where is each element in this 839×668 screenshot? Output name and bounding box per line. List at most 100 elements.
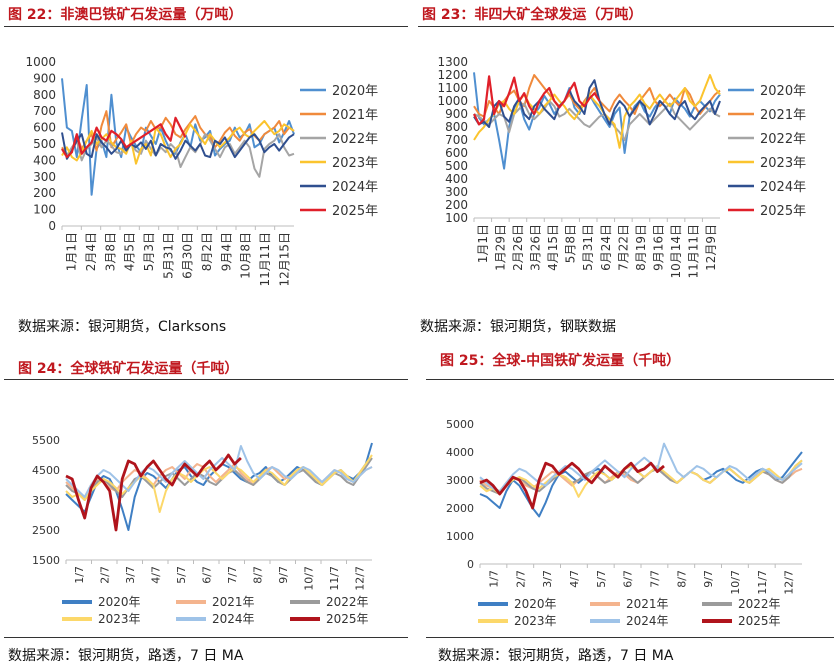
y-axis: 1002003004005006007008009001000110012001… <box>437 55 468 225</box>
x-tick-label: 10/7 <box>302 566 315 591</box>
x-tick-label: 6月24日 <box>599 224 613 271</box>
legend-label: 2021年 <box>626 597 669 611</box>
y-tick-label: 5500 <box>32 434 60 447</box>
legend-label: 2022年 <box>326 595 369 609</box>
legend-label: 2023年 <box>760 156 806 171</box>
x-tick-label: 11/7 <box>328 566 341 591</box>
x-tick-label: 2月4日 <box>84 232 98 271</box>
x-tick-label: 8/7 <box>675 570 688 588</box>
x-tick-label: 1月1日 <box>65 232 79 271</box>
legend: 2020年 2021年 2022年 2023年 2024年 2025年 <box>728 84 806 219</box>
legend-label: 2025年 <box>760 204 806 219</box>
legend-label: 2025年 <box>332 204 378 219</box>
y-tick-label: 1000 <box>437 94 468 108</box>
x-tick-label: 4/7 <box>149 566 162 584</box>
legend-label: 2021年 <box>212 595 255 609</box>
x-tick-label: 11/7 <box>756 570 769 595</box>
legend-label: 2025年 <box>326 612 369 626</box>
legend-label: 2021年 <box>332 108 378 123</box>
y-tick-label: 300 <box>33 170 56 184</box>
chart-source: 数据来源：银河期货，Clarksons <box>18 319 227 335</box>
chart-title: 图 24：全球铁矿石发运量（千吨） <box>18 361 239 377</box>
x-tick-label: 5/7 <box>175 566 188 584</box>
y-tick-label: 5000 <box>446 418 474 431</box>
x-tick-label: 1月29日 <box>493 224 507 271</box>
legend-label: 2020年 <box>760 84 806 99</box>
x-tick-label: 8月19日 <box>634 224 648 271</box>
legend-label: 2024年 <box>760 180 806 195</box>
series-line-2023年 <box>65 454 373 513</box>
x-tick-label: 9/7 <box>277 566 290 584</box>
y-tick-label: 3500 <box>32 494 60 507</box>
y-tick-label: 600 <box>33 121 56 135</box>
y-tick-label: 1200 <box>437 68 468 82</box>
y-tick-label: 700 <box>445 133 468 147</box>
x-tick-label: 4月15日 <box>546 224 560 271</box>
y-tick-label: 200 <box>33 186 56 200</box>
series-line-2023年 <box>479 459 803 498</box>
x-tick-label: 7/7 <box>648 570 661 588</box>
legend-label: 2023年 <box>514 614 557 628</box>
legend-label: 2022年 <box>760 132 806 147</box>
x-axis: 1/7 2/7 3/7 4/7 5/7 6/7 7/7 8/7 9/7 10/7 11/7 12/7 <box>65 560 366 591</box>
source-rule <box>4 637 408 638</box>
series-group <box>479 442 803 518</box>
x-tick-label: 12月9日 <box>704 224 718 271</box>
x-tick-label: 1/7 <box>487 570 500 588</box>
series-line-2024年 <box>473 79 721 128</box>
y-tick-label: 4000 <box>446 446 474 459</box>
x-tick-label: 2/7 <box>98 566 111 584</box>
y-axis: 0 1000 2000 3000 4000 5000 <box>446 418 474 571</box>
y-axis: 0 100 200 300 400 500 600 700 800 900 1000 <box>25 55 56 233</box>
y-tick-label: 200 <box>445 198 468 212</box>
x-tick-label: 1/7 <box>73 566 86 584</box>
chart-svg: 1500 2500 3500 4500 5500 1/7 2/7 3/7 4/7 5/7 6/7 7/… <box>32 434 373 626</box>
legend-label: 2021年 <box>760 108 806 123</box>
x-tick-label: 3月26日 <box>529 224 543 271</box>
y-tick-label: 1000 <box>446 530 474 543</box>
y-tick-label: 400 <box>445 172 468 186</box>
y-tick-label: 100 <box>33 203 56 217</box>
series-line-2024年 <box>479 442 803 493</box>
legend-label: 2025年 <box>738 614 781 628</box>
y-tick-label: 0 <box>467 558 474 571</box>
y-tick-label: 1300 <box>437 55 468 69</box>
x-tick-label: 5月3日 <box>142 232 156 271</box>
series-line-2025年 <box>61 116 187 159</box>
y-tick-label: 600 <box>445 146 468 160</box>
x-axis: 1月1日 2月4日 3月8日 4月5日 5月3日 5月31日 6月30日 8月2日 9月4日 10… <box>61 226 291 287</box>
legend-label: 2022年 <box>738 597 781 611</box>
x-tick-label: 11月11日 <box>258 232 272 287</box>
series-line-2023年 <box>473 74 721 149</box>
x-tick-label: 3/7 <box>541 570 554 588</box>
legend-label: 2020年 <box>98 595 141 609</box>
x-tick-label: 9月4日 <box>219 232 233 271</box>
x-tick-label: 3月8日 <box>103 232 117 271</box>
x-tick-label: 12月15日 <box>277 232 291 287</box>
y-tick-label: 100 <box>445 211 468 225</box>
series-group <box>61 78 295 196</box>
chart-title: 图 25：全球-中国铁矿发运量（千吨） <box>440 353 681 369</box>
x-tick-label: 6/7 <box>200 566 213 584</box>
legend-label: 2024年 <box>626 614 669 628</box>
legend: 2020年 2021年 2022年 2023年 2024年 2025年 <box>478 597 781 628</box>
series-line-2024年 <box>61 132 295 160</box>
x-tick-label: 12/7 <box>783 570 796 595</box>
title-rule <box>418 26 834 27</box>
x-tick-label: 3/7 <box>124 566 137 584</box>
x-tick-label: 8/7 <box>251 566 264 584</box>
y-tick-label: 4500 <box>32 464 60 477</box>
legend-label: 2020年 <box>332 84 378 99</box>
x-tick-label: 6/7 <box>622 570 635 588</box>
y-tick-label: 2000 <box>446 502 474 515</box>
series-line-2022年 <box>61 133 295 178</box>
y-tick-label: 1500 <box>32 554 60 567</box>
x-tick-label: 11月11日 <box>687 224 701 279</box>
legend-label: 2023年 <box>98 612 141 626</box>
title-rule <box>4 379 408 380</box>
x-tick-label: 10月14日 <box>669 224 683 279</box>
x-tick-label: 4月5日 <box>123 232 137 271</box>
chart-svg: 0 1000 2000 3000 4000 5000 1/7 2/7 3/7 4/7 5/7 6/7 7… <box>446 418 803 628</box>
series-group <box>65 442 373 532</box>
x-tick-label: 5/7 <box>595 570 608 588</box>
